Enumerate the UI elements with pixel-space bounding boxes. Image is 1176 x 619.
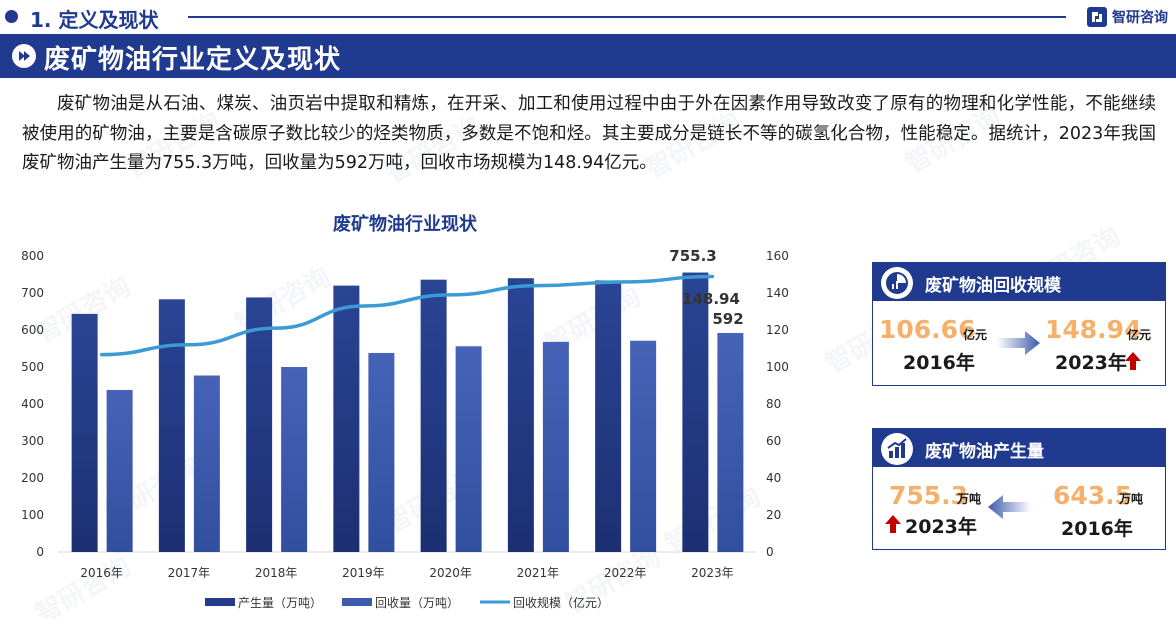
- y-left-tick-label: 700: [21, 286, 44, 300]
- x-tick-label: 2017年: [168, 566, 211, 580]
- data-label-recy-2023: 592: [712, 310, 743, 328]
- x-tick-label: 2021年: [517, 566, 560, 580]
- y-right-tick-label: 140: [766, 286, 789, 300]
- card-output-right-year: 2016年: [1061, 518, 1133, 540]
- section-divider: [188, 16, 1066, 18]
- bar-recycle: [717, 332, 744, 552]
- card-recycle-right-unit: 亿元: [1127, 328, 1152, 342]
- legend-swatch-recycle: [342, 598, 372, 606]
- card-output-right-value: 643.5: [1053, 481, 1133, 510]
- bar-production: [333, 285, 360, 552]
- up-arrow-icon: [1125, 352, 1141, 370]
- bar-recycle: [368, 352, 395, 552]
- bar-recycle: [106, 389, 133, 552]
- bar-production: [595, 280, 622, 552]
- card-output: 废矿物油产生量 755.3 万吨 2023年 643.5 万吨 2016年: [872, 428, 1166, 550]
- y-left-tick-label: 400: [21, 397, 44, 411]
- bar-recycle: [193, 375, 220, 552]
- y-left-tick-label: 100: [21, 508, 44, 522]
- brand-logo-icon: [1087, 7, 1107, 27]
- bar-series: [71, 272, 744, 552]
- x-tick-label: 2019年: [342, 566, 385, 580]
- bar-production: [246, 297, 273, 552]
- bar-production: [682, 272, 709, 552]
- title-banner: 废矿物油行业定义及现状: [0, 34, 1176, 78]
- pie-chart-icon: [881, 267, 913, 299]
- bar-production: [420, 279, 447, 552]
- intro-paragraph: 废矿物油是从石油、煤炭、油页岩中提取和精炼，在开采、加工和使用过程中由于外在因素…: [22, 94, 1156, 173]
- y-right-tick-label: 60: [766, 434, 781, 448]
- bar-recycle: [281, 367, 308, 552]
- arrow-right-icon: [997, 331, 1040, 355]
- data-label-prod-2023: 755.3: [669, 247, 716, 265]
- line-series: [99, 274, 715, 357]
- x-tick-label: 2018年: [255, 566, 298, 580]
- card-output-header: 废矿物油产生量: [873, 429, 1165, 467]
- card-recycle-header: 废矿物油回收规模: [873, 263, 1165, 301]
- y-left-tick-label: 800: [21, 249, 44, 263]
- data-label-scale-2023: 148.94: [682, 290, 740, 308]
- card-recycle-right-value: 148.94: [1045, 315, 1142, 344]
- card-output-left-unit: 万吨: [957, 492, 982, 506]
- card-recycle-left-year: 2016年: [903, 352, 975, 374]
- y-left-tick-label: 300: [21, 434, 44, 448]
- industry-status-chart: 废矿物油行业现状 0 100 200 300 400 500 600 700 800 0 20 40…: [21, 213, 789, 610]
- legend-label-recycle: 回收量（万吨）: [375, 596, 459, 610]
- data-labels: 755.3 148.94 592: [669, 247, 743, 328]
- y-axis-right: 0 20 40 60 80 100 120 140 160: [766, 249, 789, 559]
- card-recycle-title: 废矿物油回收规模: [925, 276, 1061, 296]
- x-tick-label: 2016年: [80, 566, 123, 580]
- y-right-tick-label: 20: [766, 508, 781, 522]
- x-tick-label: 2020年: [429, 566, 472, 580]
- legend-label-production: 产生量（万吨）: [238, 596, 322, 610]
- bar-chart-icon: [881, 433, 913, 465]
- brand: 智研咨询: [1086, 4, 1168, 30]
- x-axis-ticks: 2016年 2017年 2018年 2019年 2020年 2021年 2022年 2023年: [80, 566, 733, 580]
- chart-title: 废矿物油行业现状: [333, 213, 478, 235]
- card-recycle-left-unit: 亿元: [963, 328, 988, 342]
- card-output-left-value: 755.3: [889, 481, 969, 510]
- y-right-tick-label: 80: [766, 397, 781, 411]
- card-recycle-right-year: 2023年: [1055, 352, 1127, 374]
- card-recycle-left-value: 106.66: [879, 315, 976, 344]
- card-output-title: 废矿物油产生量: [925, 442, 1044, 462]
- y-right-tick-label: 40: [766, 471, 781, 485]
- y-right-tick-label: 120: [766, 323, 789, 337]
- chart-legend: 产生量（万吨） 回收量（万吨） 回收规模（亿元）: [205, 595, 609, 610]
- bar-production: [71, 313, 98, 552]
- section-header: 1. 定义及现状 智研咨询: [0, 0, 1176, 34]
- y-right-tick-label: 100: [766, 360, 789, 374]
- bar-production: [507, 278, 534, 552]
- card-recycle-scale: 废矿物油回收规模 106.66 亿元 2016年 148.94 亿元 2023年: [872, 262, 1166, 386]
- y-right-tick-label: 160: [766, 249, 789, 263]
- section-bullet: [5, 10, 18, 23]
- bar-recycle: [542, 341, 569, 552]
- card-output-right-unit: 万吨: [1119, 492, 1144, 506]
- banner-title: 废矿物油行业定义及现状: [44, 45, 342, 75]
- up-arrow-icon: [885, 515, 901, 533]
- x-tick-label: 2023年: [691, 566, 734, 580]
- bar-recycle: [455, 346, 482, 552]
- section-title: 1. 定义及现状: [30, 8, 159, 32]
- legend-label-scale: 回收规模（亿元）: [513, 595, 609, 610]
- card-output-left-year: 2023年: [905, 516, 977, 538]
- x-tick-label: 2022年: [604, 566, 647, 580]
- bar-recycle: [630, 340, 657, 552]
- y-right-tick-label: 0: [766, 545, 774, 559]
- y-left-tick-label: 200: [21, 471, 44, 485]
- bar-production: [158, 299, 185, 552]
- legend-swatch-production: [205, 598, 235, 606]
- arrow-left-icon: [988, 495, 1031, 519]
- line-recycle-scale: [99, 274, 715, 357]
- brand-name: 智研咨询: [1112, 10, 1168, 26]
- y-axis-left: 0 100 200 300 400 500 600 700 800: [21, 249, 44, 559]
- y-left-tick-label: 600: [21, 323, 44, 337]
- y-left-tick-label: 500: [21, 360, 44, 374]
- banner-badge-icon: [12, 44, 36, 68]
- y-left-tick-label: 0: [36, 545, 44, 559]
